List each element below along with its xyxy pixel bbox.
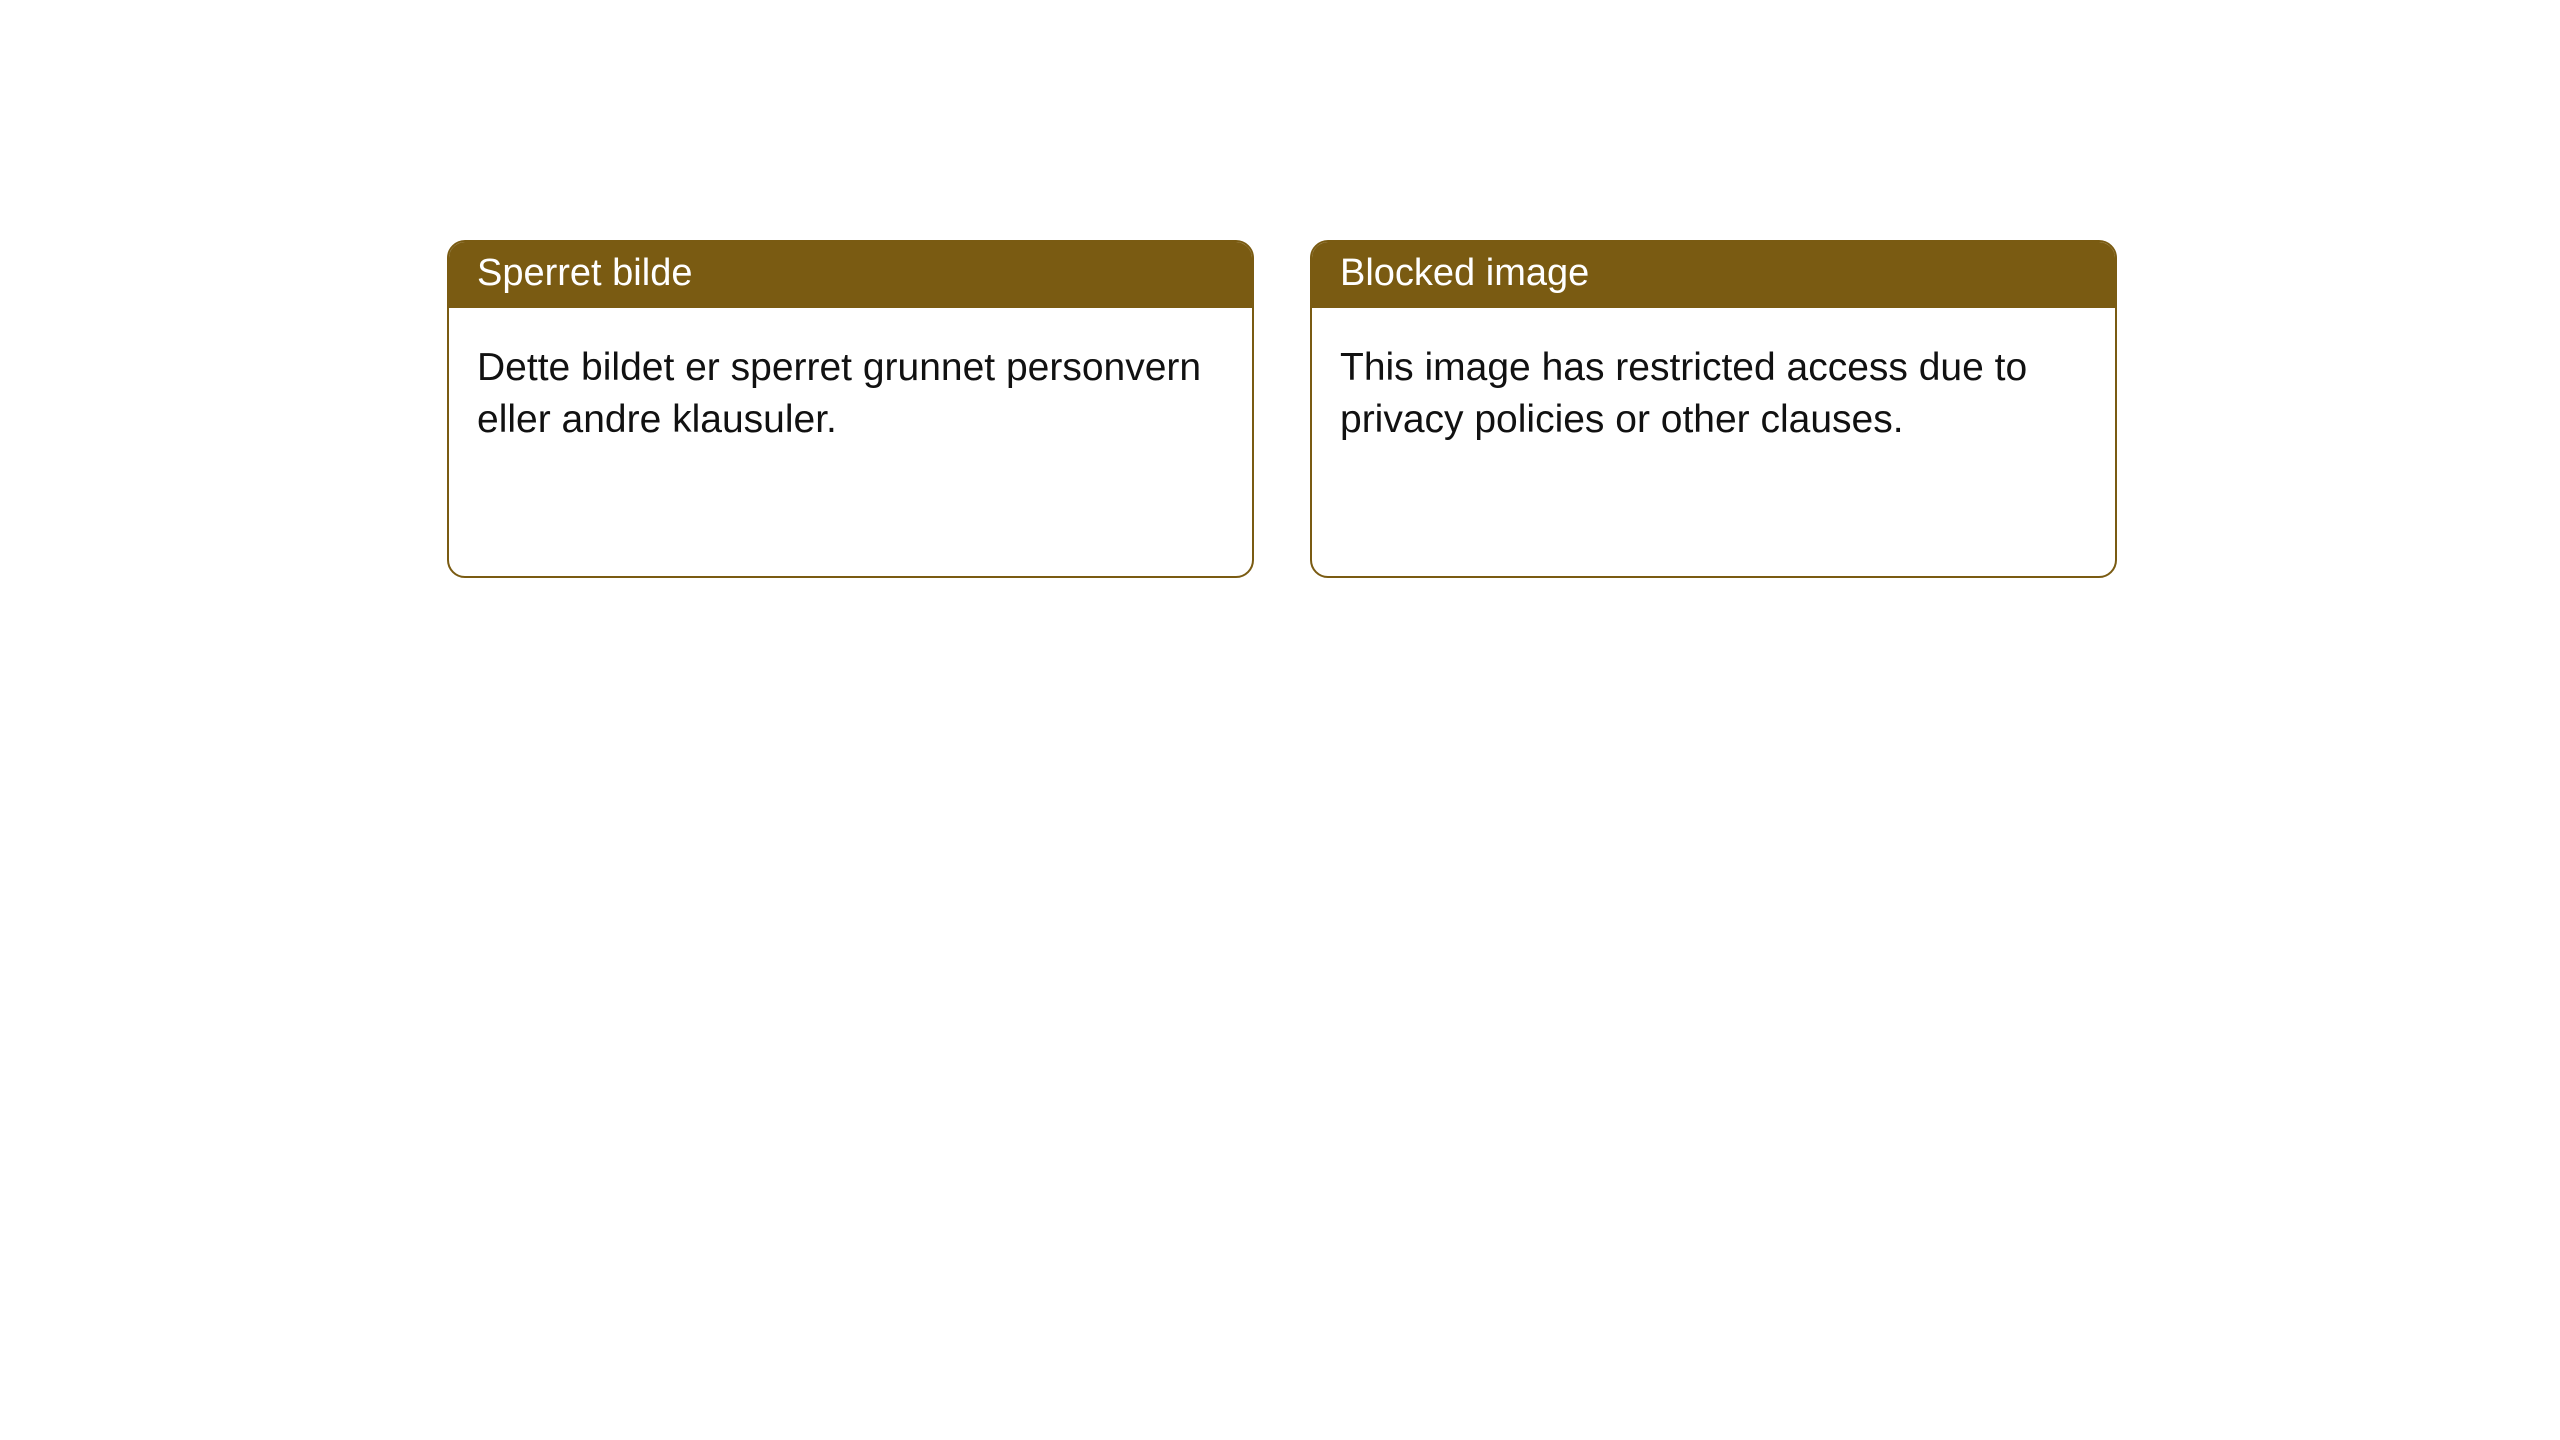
notice-header: Sperret bilde (449, 242, 1252, 308)
notice-card-norwegian: Sperret bilde Dette bildet er sperret gr… (447, 240, 1254, 578)
notice-body: Dette bildet er sperret grunnet personve… (449, 308, 1252, 481)
notice-card-english: Blocked image This image has restricted … (1310, 240, 2117, 578)
notice-header: Blocked image (1312, 242, 2115, 308)
notice-container: Sperret bilde Dette bildet er sperret gr… (0, 0, 2560, 578)
notice-body: This image has restricted access due to … (1312, 308, 2115, 481)
